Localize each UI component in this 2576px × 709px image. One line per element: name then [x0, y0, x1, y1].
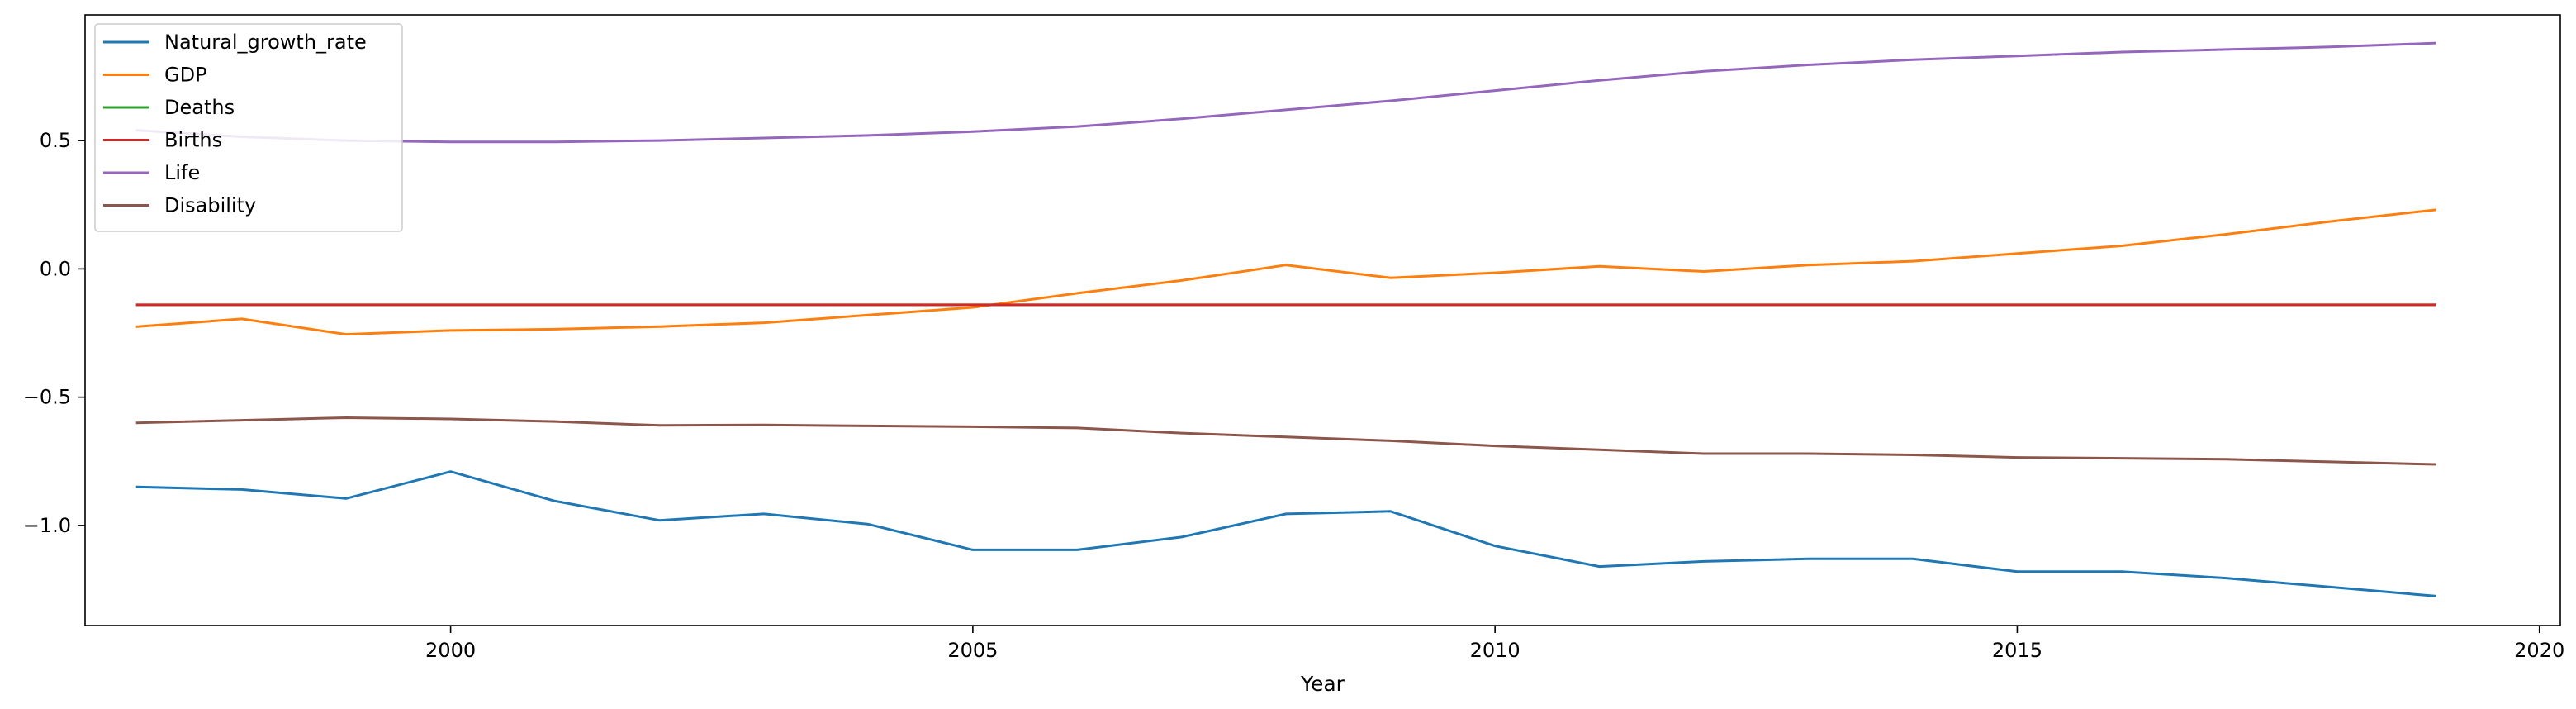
legend-label: Life [164, 161, 200, 184]
plot-lines [135, 41, 2436, 597]
x-axis: 2000 2005 2010 2015 2020 [425, 626, 2564, 662]
y-tick-label: 0.0 [40, 257, 71, 280]
x-tick-label: 2010 [1470, 639, 1520, 662]
plot-frame [84, 14, 2561, 626]
x-axis-label: Year [1300, 672, 1345, 696]
series-line-life [135, 41, 2436, 144]
y-axis: −1.0 −0.5 0.0 0.5 [23, 129, 85, 537]
y-tick-label: 0.5 [40, 129, 71, 152]
series-line-gdp [135, 208, 2436, 336]
legend: Natural_growth_rate GDP Deaths Births Life Di… [94, 23, 403, 232]
series-line-disability [135, 416, 2436, 466]
x-tick-label: 2005 [947, 639, 998, 662]
legend-label: GDP [164, 64, 207, 87]
series-line-natural-growth-rate [135, 470, 2436, 597]
y-tick-label: −0.5 [23, 386, 71, 409]
legend-items: Natural_growth_rate GDP Deaths Births Life Di… [103, 31, 367, 217]
x-tick-label: 2015 [1992, 639, 2042, 662]
legend-label: Deaths [164, 96, 235, 119]
x-tick-label: 2000 [425, 639, 476, 662]
legend-label: Natural_growth_rate [164, 31, 367, 54]
y-tick-label: −1.0 [23, 514, 71, 537]
legend-label: Births [164, 129, 222, 152]
legend-label: Disability [164, 194, 256, 217]
legend-box [94, 23, 403, 232]
x-tick-label: 2020 [2514, 639, 2564, 662]
